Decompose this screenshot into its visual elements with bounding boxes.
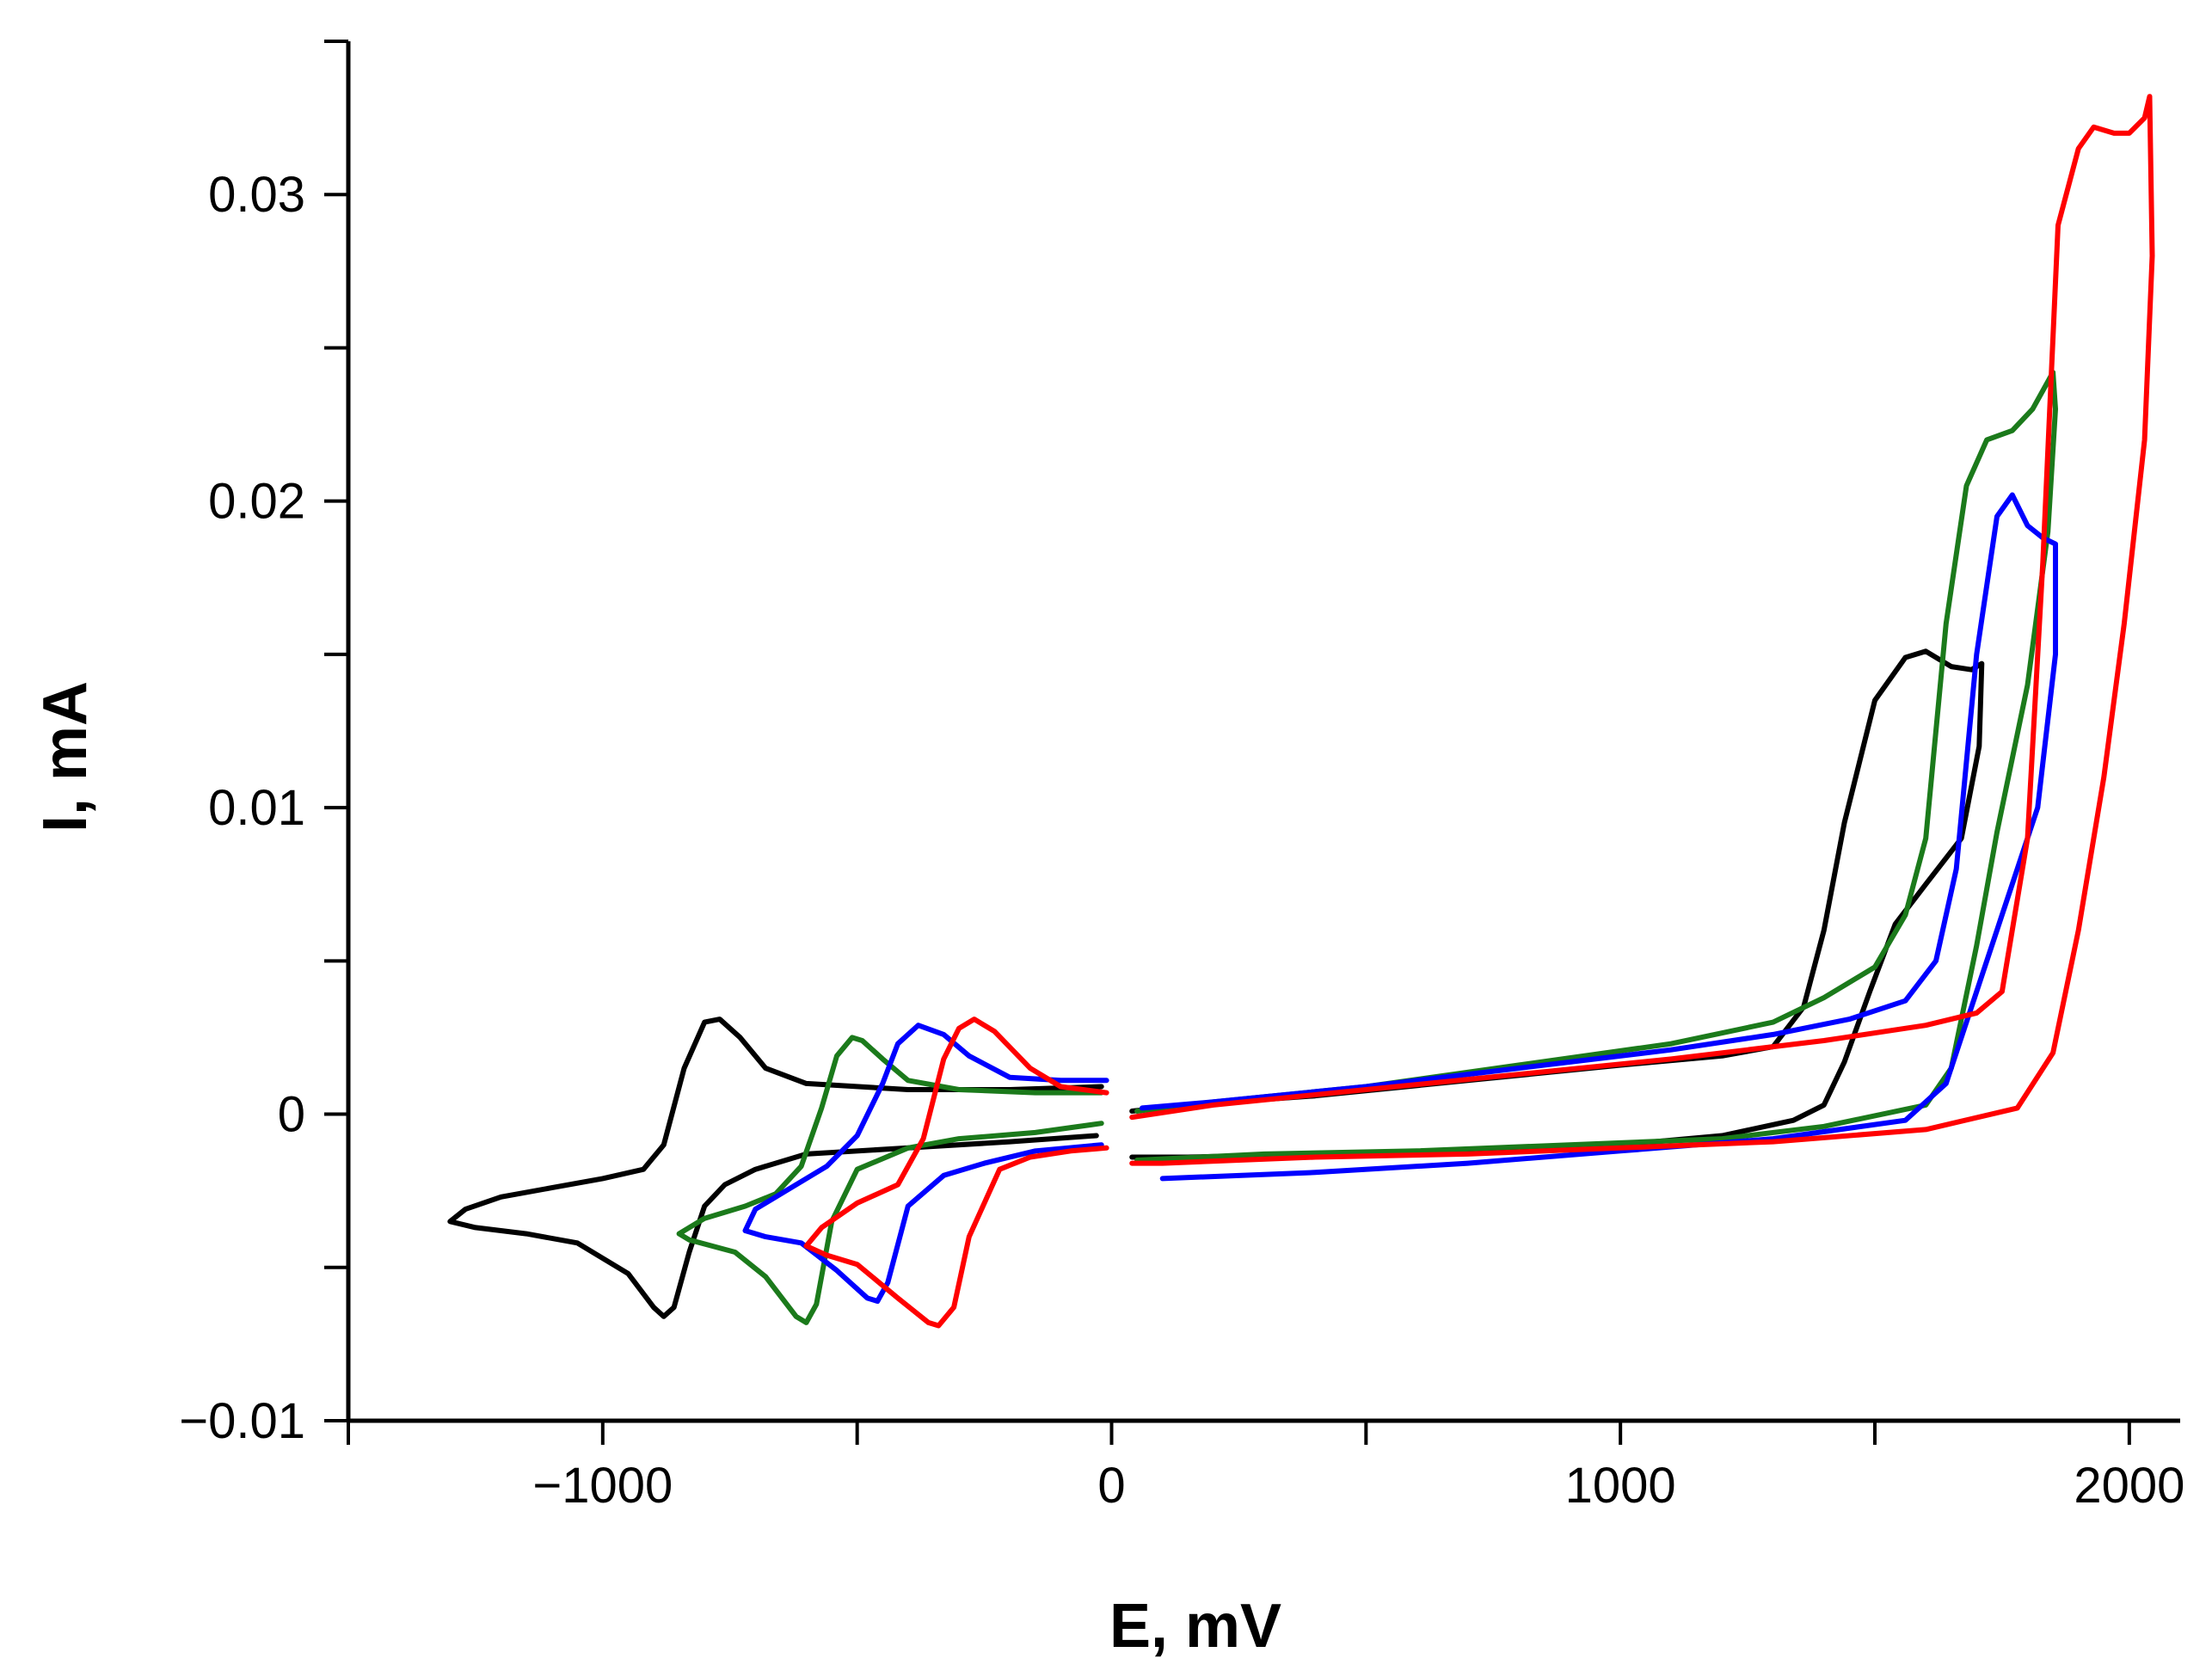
x-tick-label: −1000 xyxy=(532,1458,673,1514)
series-black-segment-2 xyxy=(1129,648,1985,1160)
series-green-segment-2 xyxy=(1134,370,2058,1163)
series-layer xyxy=(447,94,2155,1329)
y-axis-title: I, mA xyxy=(31,681,100,832)
x-tick-label: 1000 xyxy=(1565,1458,1676,1514)
y-tick-label: 0.03 xyxy=(208,167,305,223)
axes xyxy=(346,41,2180,1423)
x-axis-title: E, mV xyxy=(1109,1592,1281,1661)
ticks: −1000 0 1000 2000 −0.01 0 0.01 0.02 0.03 xyxy=(179,40,2184,1514)
y-tick-label: 0.01 xyxy=(208,780,305,836)
series-blue-segment-2 xyxy=(1140,492,2058,1182)
y-tick-label: 0 xyxy=(278,1087,305,1143)
x-tick-label: 2000 xyxy=(2074,1458,2184,1514)
series-red-segment-1 xyxy=(803,1017,1109,1329)
series-green-segment-1 xyxy=(676,1035,1104,1325)
x-tick-label: 0 xyxy=(1097,1458,1125,1514)
series-black-segment-1 xyxy=(447,1017,1104,1319)
series-blue-segment-1 xyxy=(742,1023,1109,1304)
series-red-segment-2 xyxy=(1129,94,2155,1166)
y-tick-label: 0.02 xyxy=(208,474,305,530)
y-tick-label: −0.01 xyxy=(179,1393,305,1449)
